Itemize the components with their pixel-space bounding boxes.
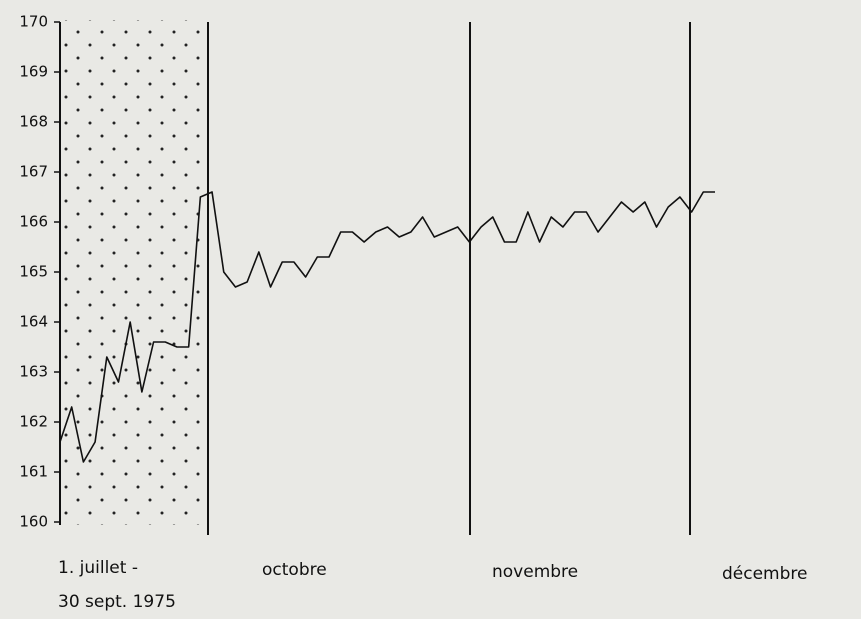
shaded-period	[64, 20, 204, 525]
y-tick-label: 168	[19, 113, 48, 131]
period-label: 1. juillet -	[58, 558, 138, 578]
y-tick-label: 163	[19, 363, 48, 381]
y-tick-label: 162	[19, 413, 48, 431]
y-tick-label: 166	[19, 213, 48, 231]
y-tick-label: 161	[19, 463, 48, 481]
period-label: 30 sept. 1975	[58, 592, 176, 612]
data-line	[59, 191, 715, 463]
y-tick-label: 164	[19, 313, 48, 331]
y-tick-label: 167	[19, 163, 48, 181]
month-label: novembre	[492, 562, 578, 582]
month-label: décembre	[722, 564, 807, 584]
y-tick-label: 160	[19, 513, 48, 531]
y-tick-label: 170	[19, 13, 48, 31]
y-tick-label: 169	[19, 63, 48, 81]
month-label: octobre	[262, 560, 327, 580]
y-tick-label: 165	[19, 263, 48, 281]
